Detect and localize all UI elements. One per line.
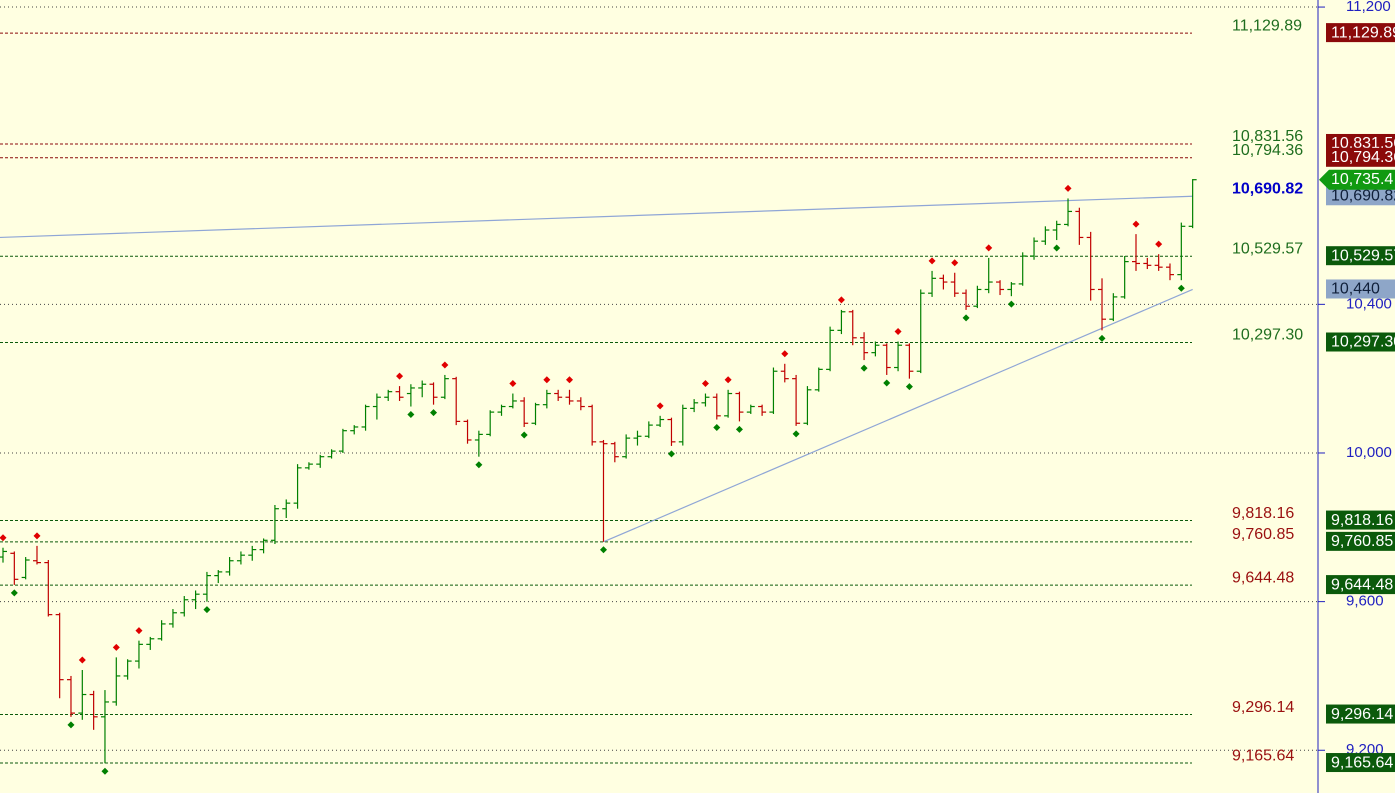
level-label: 10,831.56 <box>1232 128 1303 145</box>
pivot-low <box>962 314 970 322</box>
level-label: 11,129.89 <box>1232 17 1302 34</box>
y-tick-label: 9,600 <box>1346 593 1384 610</box>
pivot-low <box>475 461 483 469</box>
level-label: 9,296.14 <box>1232 699 1294 716</box>
y-tick-label: 11,200 <box>1346 0 1391 15</box>
pivot-high <box>1155 240 1163 248</box>
level-badge-label: 9,818.16 <box>1331 512 1393 529</box>
level-label: 10,529.57 <box>1232 240 1303 257</box>
pivot-high <box>724 376 732 384</box>
level-badge <box>1326 246 1395 266</box>
y-tick-label: 10,400 <box>1346 295 1392 312</box>
last-price-badge <box>1319 169 1395 190</box>
pivot-high <box>441 361 449 369</box>
pivot-high <box>543 376 551 384</box>
pivot-low <box>860 364 868 372</box>
trendline <box>603 288 1193 543</box>
level-badge <box>1326 704 1395 724</box>
level-badge-label: 10,529.57 <box>1331 247 1395 264</box>
pivot-low <box>203 606 211 614</box>
pivot-low <box>101 767 109 775</box>
level-badge <box>1326 531 1395 551</box>
level-badge <box>1326 753 1395 773</box>
level-label: 9,760.85 <box>1232 526 1294 543</box>
pivot-high <box>566 376 573 384</box>
level-label: 9,165.64 <box>1232 747 1294 764</box>
pivot-low <box>905 383 913 391</box>
pivot-high <box>894 328 902 336</box>
pivot-high <box>396 372 404 380</box>
pivot-high <box>1064 184 1072 192</box>
pivot-high <box>837 296 845 304</box>
level-badge-label: 9,165.64 <box>1331 754 1393 771</box>
trendline-label: 10,690.82 <box>1232 180 1303 197</box>
pivot-high <box>509 380 517 388</box>
pivot-high <box>701 380 709 388</box>
level-badge-label: 9,296.14 <box>1331 706 1393 723</box>
level-badge-label: 9,760.85 <box>1331 533 1393 550</box>
trendline-badge <box>1326 186 1395 206</box>
pivot-low <box>10 589 18 597</box>
pivot-low <box>407 411 415 419</box>
pivot-high <box>33 532 41 540</box>
level-badge <box>1326 23 1395 43</box>
y-tick-label: 10,000 <box>1346 444 1392 461</box>
level-badge-label: 10,297.30 <box>1331 334 1395 351</box>
level-badge <box>1326 510 1395 530</box>
level-label: 9,818.16 <box>1232 505 1294 522</box>
trendline-badge-label: 10,440 <box>1331 281 1380 298</box>
pivot-low <box>1053 244 1061 252</box>
pivot-low <box>883 379 891 387</box>
pivot-high <box>135 627 143 635</box>
pivot-low <box>520 431 528 439</box>
pivot-high <box>985 244 993 252</box>
pivot-high <box>951 259 959 267</box>
pivot-low <box>792 430 800 438</box>
pivot-low <box>735 425 743 433</box>
trendline-badge-label: 10,690.82 <box>1331 187 1395 204</box>
level-badge-label: 9,644.48 <box>1331 576 1393 593</box>
pivot-low <box>67 721 75 729</box>
level-label: 9,644.48 <box>1232 569 1294 586</box>
pivot-high <box>78 656 86 664</box>
level-label: 10,794.36 <box>1232 142 1303 159</box>
level-badge-label: 10,794.36 <box>1331 149 1395 166</box>
pivot-high <box>1132 220 1140 228</box>
pivot-low <box>599 546 607 554</box>
trendline <box>0 195 1193 239</box>
level-label: 10,297.30 <box>1232 327 1303 344</box>
pivot-low <box>430 409 438 417</box>
pivot-low <box>1098 334 1106 342</box>
pivot-high <box>781 350 789 358</box>
level-badge <box>1326 575 1395 595</box>
pivot-high <box>656 402 664 410</box>
trendline-badge <box>1326 279 1395 299</box>
pivot-high <box>928 257 936 265</box>
pivot-high <box>112 643 120 651</box>
pivot-high <box>0 534 7 542</box>
level-badge <box>1326 332 1395 352</box>
pivot-low <box>1177 284 1185 292</box>
level-badge-label: 11,129.89 <box>1331 24 1395 41</box>
pivot-low <box>667 450 675 458</box>
pivot-low <box>1007 300 1015 308</box>
last-price-label: 10,735.4 <box>1331 171 1393 188</box>
level-badge <box>1326 147 1395 167</box>
pivot-low <box>713 424 721 432</box>
